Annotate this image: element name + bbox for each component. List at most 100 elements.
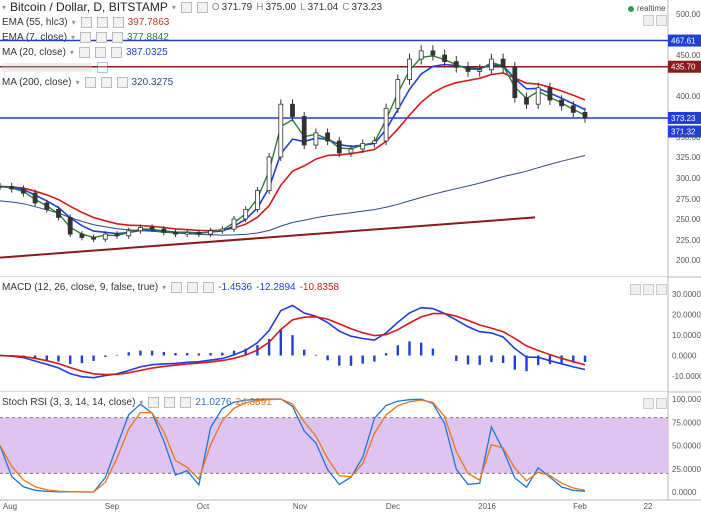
maximize-icon[interactable] [643, 15, 654, 26]
indicator-hidden[interactable] [2, 60, 382, 75]
macd-tick-label: 0.0000 [672, 352, 697, 361]
price-panel[interactable]: 467.61 435.70 373.23 371.32 [0, 34, 701, 259]
eye-icon[interactable] [94, 47, 106, 58]
minimize-icon[interactable] [656, 284, 667, 295]
eye-icon[interactable] [187, 282, 199, 293]
chevron-down-icon[interactable]: ▾ [69, 48, 74, 57]
candle-body [465, 66, 471, 72]
close-icon[interactable] [112, 32, 124, 43]
minimize-icon[interactable] [656, 398, 667, 409]
eye-icon[interactable] [196, 2, 208, 13]
chevron-down-icon[interactable]: ▾ [139, 398, 144, 407]
settings-icon[interactable] [80, 32, 92, 43]
macd-histogram-bar [197, 353, 201, 356]
macd-histogram-bar [279, 328, 282, 356]
candle-body [535, 87, 541, 105]
macd-histogram-bar [396, 345, 399, 356]
indicator-ema7[interactable]: EMA (7, close) ▾ 377.8842 [2, 30, 382, 45]
rsi-legend: Stoch RSI (3, 3, 14, 14, close) ▾ 21.027… [2, 395, 272, 410]
eye-icon[interactable] [100, 77, 112, 88]
price-tick-label: 300.00 [676, 174, 701, 183]
macd-histogram-bar [490, 355, 493, 363]
settings-icon[interactable] [84, 77, 96, 88]
macd-signal-line [0, 312, 586, 376]
time-tick-label: 22 [644, 502, 653, 511]
stoch-d-value: 24.3891 [235, 397, 272, 408]
settings-icon[interactable] [80, 17, 92, 28]
macd-histogram-bar [267, 338, 271, 356]
candle-body [9, 185, 15, 190]
settings-icon[interactable] [171, 282, 183, 293]
indicator-label: EMA (7, close) [2, 32, 68, 43]
eye-icon[interactable] [96, 32, 108, 43]
stoch-rsi-panel[interactable] [0, 398, 668, 493]
eye-icon[interactable] [164, 397, 176, 408]
macd-histogram-bar [57, 355, 60, 362]
macd-histogram-bar [150, 350, 154, 356]
maximize-icon[interactable] [630, 284, 641, 295]
price-tick-label: 500.00 [676, 10, 701, 19]
candle-body [254, 190, 260, 210]
candle-body [79, 233, 85, 238]
settings-icon[interactable] [97, 62, 108, 73]
collapse-icon[interactable]: ▾ [2, 3, 7, 12]
macd-tick-label: 20.0000 [672, 311, 701, 320]
macd-histogram-bar [303, 349, 306, 356]
candle-body [360, 142, 366, 150]
symbol-title[interactable]: Bitcoin / Dollar, D, BITSTAMP [10, 0, 168, 14]
close-icon[interactable] [180, 397, 192, 408]
candle-body [442, 54, 448, 62]
macd-histogram-bar [221, 352, 224, 356]
candle-body [208, 230, 214, 235]
settings-icon[interactable] [180, 2, 192, 13]
candle-body [243, 208, 249, 220]
chevron-down-icon[interactable]: ▾ [71, 33, 76, 42]
restore-icon[interactable] [643, 398, 654, 409]
indicator-ema55[interactable]: EMA (55, hlc3) ▾ 397.7863 [2, 15, 382, 30]
close-icon[interactable] [112, 17, 124, 28]
price-label-text: 467.61 [671, 37, 696, 46]
candle-body [301, 116, 307, 146]
indicator-value: 387.0325 [125, 47, 168, 58]
candle-body [0, 185, 3, 188]
macd-histogram-bar [513, 355, 516, 370]
indicator-ma200[interactable]: MA (200, close) ▾ 320.3275 [2, 75, 382, 90]
time-tick-label: Aug [3, 502, 17, 511]
time-tick-label: Nov [293, 502, 307, 511]
candle-body [559, 99, 564, 107]
indicator-value: 397.7863 [127, 17, 170, 28]
macd-legend: MACD (12, 26, close, 9, false, true) ▾ -… [2, 280, 339, 295]
chevron-down-icon[interactable]: ▾ [75, 78, 80, 87]
restore-icon[interactable] [643, 284, 654, 295]
settings-icon[interactable] [148, 397, 160, 408]
chevron-down-icon[interactable]: ▾ [171, 3, 176, 12]
ma20-line [0, 63, 586, 235]
close-icon[interactable] [203, 282, 215, 293]
stoch-k-line [0, 398, 586, 493]
indicator-ma20[interactable]: MA (20, close) ▾ 387.0325 [2, 45, 382, 60]
candle-body [161, 228, 167, 233]
macd-histogram-bar [186, 353, 189, 356]
chevron-down-icon[interactable]: ▾ [162, 283, 167, 292]
chevron-down-icon[interactable]: ▾ [71, 18, 76, 27]
settings-icon[interactable] [78, 47, 90, 58]
support-trendline [0, 216, 536, 259]
macd-panel[interactable] [0, 304, 587, 379]
candle-body [570, 105, 576, 113]
candle-body [418, 50, 424, 60]
rsi-label[interactable]: Stoch RSI (3, 3, 14, 14, close) [2, 397, 136, 408]
close-icon[interactable] [116, 77, 128, 88]
candle-body [395, 79, 401, 109]
candle-body [488, 58, 494, 71]
close-icon[interactable] [110, 47, 122, 58]
macd-histogram-bar [431, 348, 435, 356]
macd-histogram-bar [420, 342, 423, 356]
panel-area [0, 0, 668, 277]
eye-icon[interactable] [96, 17, 108, 28]
candle-body [477, 69, 483, 72]
macd-histogram-bar [338, 355, 341, 366]
minimize-icon[interactable] [656, 15, 667, 26]
macd-histogram-bar [314, 354, 318, 356]
candle-body [266, 156, 272, 191]
macd-label[interactable]: MACD (12, 26, close, 9, false, true) [2, 282, 159, 293]
